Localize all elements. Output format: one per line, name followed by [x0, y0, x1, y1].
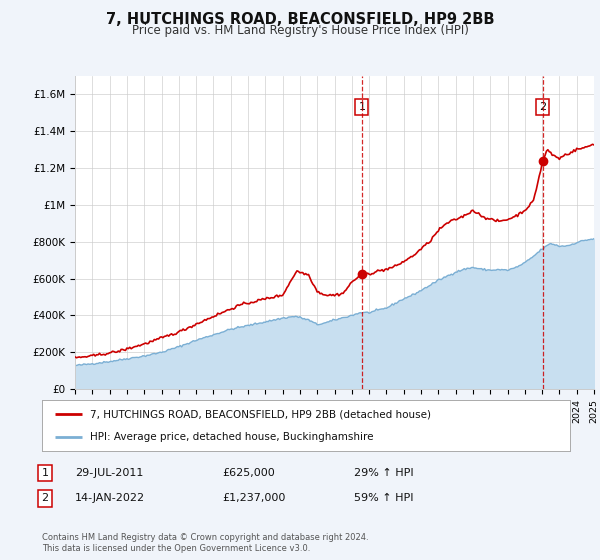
Text: 7, HUTCHINGS ROAD, BEACONSFIELD, HP9 2BB (detached house): 7, HUTCHINGS ROAD, BEACONSFIELD, HP9 2BB…: [89, 409, 431, 419]
Text: 59% ↑ HPI: 59% ↑ HPI: [354, 493, 413, 503]
Text: 14-JAN-2022: 14-JAN-2022: [75, 493, 145, 503]
Text: 29-JUL-2011: 29-JUL-2011: [75, 468, 143, 478]
Text: 29% ↑ HPI: 29% ↑ HPI: [354, 468, 413, 478]
Text: Price paid vs. HM Land Registry's House Price Index (HPI): Price paid vs. HM Land Registry's House …: [131, 24, 469, 37]
Text: 2: 2: [539, 102, 547, 112]
Text: £625,000: £625,000: [222, 468, 275, 478]
Text: This data is licensed under the Open Government Licence v3.0.: This data is licensed under the Open Gov…: [42, 544, 310, 553]
Text: £1,237,000: £1,237,000: [222, 493, 286, 503]
Text: 2: 2: [41, 493, 49, 503]
Text: 7, HUTCHINGS ROAD, BEACONSFIELD, HP9 2BB: 7, HUTCHINGS ROAD, BEACONSFIELD, HP9 2BB: [106, 12, 494, 27]
Text: 1: 1: [358, 102, 365, 112]
Text: Contains HM Land Registry data © Crown copyright and database right 2024.: Contains HM Land Registry data © Crown c…: [42, 533, 368, 542]
Text: HPI: Average price, detached house, Buckinghamshire: HPI: Average price, detached house, Buck…: [89, 432, 373, 442]
Text: 1: 1: [41, 468, 49, 478]
